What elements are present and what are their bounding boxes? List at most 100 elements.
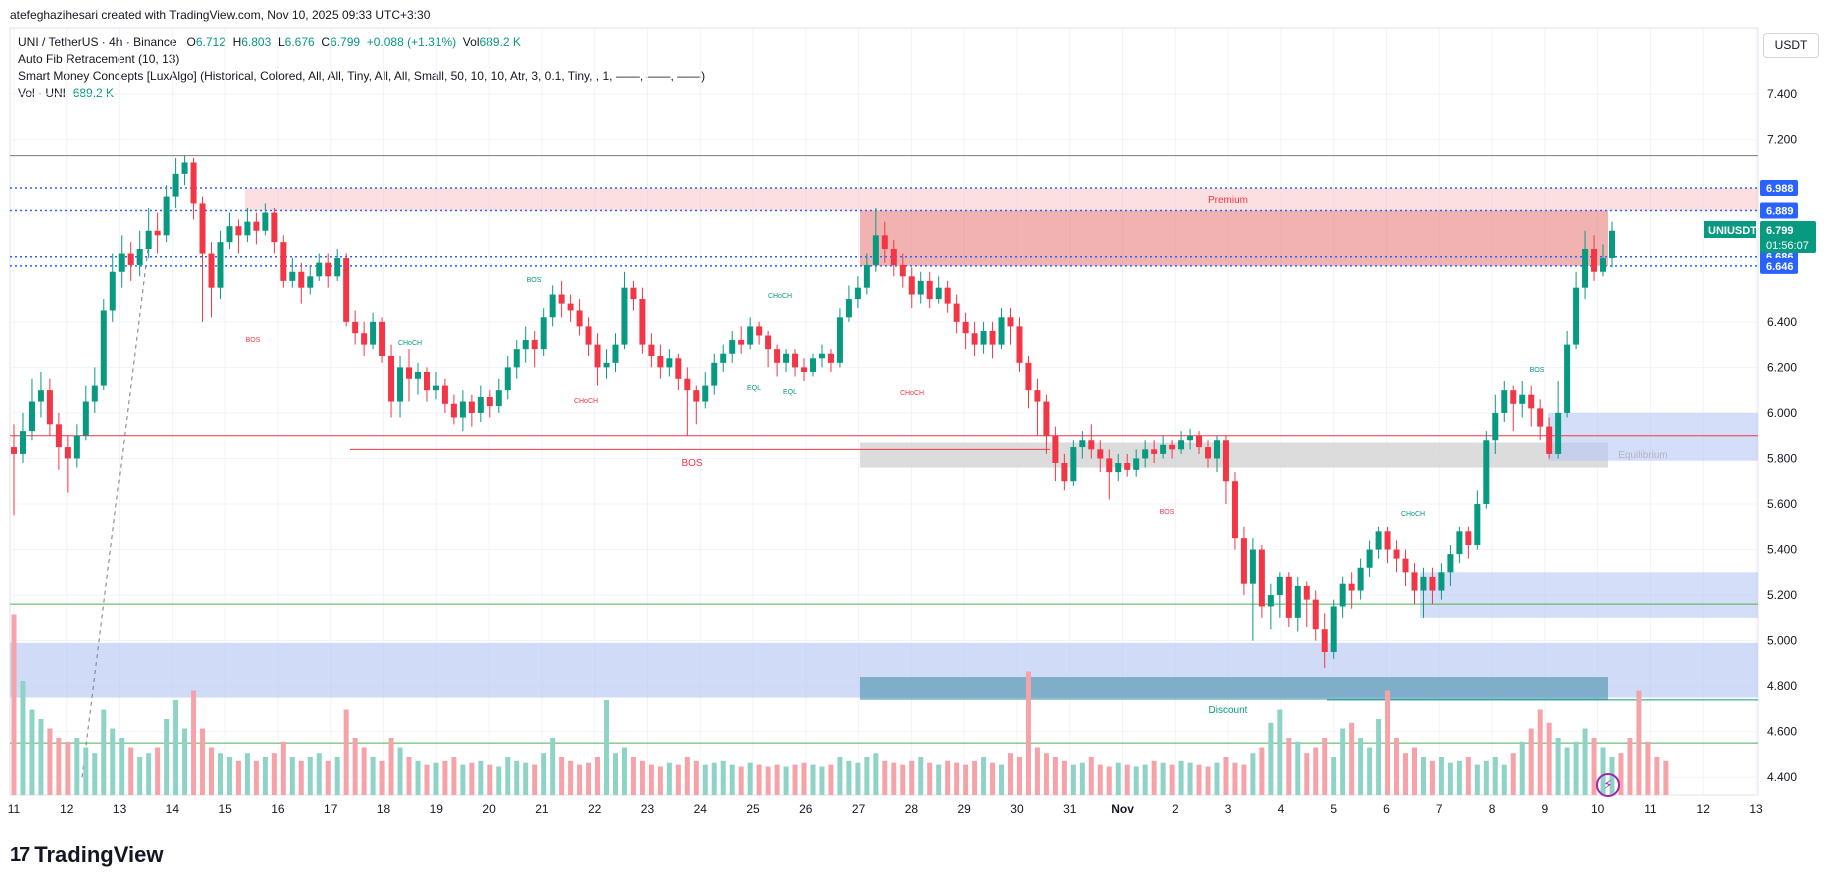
- volume-bar: [702, 764, 708, 795]
- volume-bar: [801, 762, 807, 795]
- volume-bar: [1618, 753, 1624, 795]
- volume-bar: [612, 753, 618, 795]
- volume-bar: [253, 760, 259, 795]
- candle-body: [1429, 576, 1436, 591]
- volume-bar: [720, 760, 726, 795]
- volume-bar: [639, 760, 645, 795]
- candle-body: [666, 358, 673, 368]
- volume-bar: [110, 728, 116, 795]
- candle-body: [1483, 440, 1490, 504]
- tradingview-logo[interactable]: 17 TradingView: [10, 842, 163, 868]
- eql-label: EQL: [747, 385, 761, 392]
- volume-bar: [1429, 760, 1435, 795]
- lightning-icon[interactable]: ⚡: [1596, 773, 1620, 797]
- volume-bar: [630, 757, 636, 795]
- bos-label-small: BOS: [1530, 367, 1545, 374]
- volume-bar: [1196, 764, 1202, 795]
- brand-text: TradingView: [34, 842, 164, 867]
- volume-bar: [1178, 760, 1184, 795]
- volume-bar: [1645, 741, 1651, 795]
- time-tick-label: 6: [1383, 802, 1390, 816]
- indicator-smc-row[interactable]: Smart Money Concepts [LuxAlgo] (Historic…: [18, 69, 706, 83]
- candle-body: [1052, 435, 1059, 464]
- volume-bar: [1151, 760, 1157, 795]
- symbol-ohlc-row[interactable]: UNI / TetherUS · 4h · Binance O6.712 H6.…: [18, 34, 705, 51]
- volume-bar: [657, 766, 663, 795]
- volume-bar: [1385, 690, 1391, 795]
- volume-bar: [65, 741, 71, 795]
- candle-body: [1420, 576, 1427, 591]
- candle-body: [818, 353, 825, 359]
- candle-body: [917, 280, 924, 295]
- candle-body: [46, 390, 53, 425]
- candle-body: [450, 403, 457, 418]
- volume-bar: [981, 757, 987, 795]
- volume-bar: [487, 764, 493, 795]
- volume-bar: [1205, 766, 1211, 795]
- volume-bar: [137, 757, 143, 795]
- price-label-text: 6.646: [1766, 261, 1794, 273]
- candle-body: [1070, 447, 1077, 482]
- time-tick-label: 31: [1063, 802, 1077, 816]
- candle-body: [352, 321, 359, 334]
- volume-bar: [1411, 747, 1417, 795]
- currency-button[interactable]: USDT: [1763, 33, 1819, 58]
- volume-bar: [1232, 762, 1238, 795]
- candle-body: [109, 271, 116, 311]
- candle-body: [1016, 326, 1023, 363]
- volume-bar: [1546, 722, 1552, 795]
- low-label: L: [277, 35, 285, 49]
- equilibrium-zone: [860, 442, 1608, 468]
- price-tick-label: 5.200: [1767, 588, 1797, 602]
- candle-body: [872, 235, 879, 265]
- volume-bars: [11, 614, 1669, 795]
- volume-bar: [972, 760, 978, 795]
- candle-body: [881, 235, 888, 249]
- volume-bar: [1079, 762, 1085, 795]
- volume-bar: [1034, 747, 1040, 795]
- candle-body: [845, 299, 852, 318]
- candle-body: [756, 326, 763, 336]
- premium-zone: [245, 187, 1758, 211]
- volume-bar: [451, 757, 457, 795]
- demand-block-deep: [860, 677, 1608, 700]
- candle-body: [262, 212, 269, 231]
- fib-trend-line: [81, 248, 149, 778]
- volume-bar: [1420, 757, 1426, 795]
- candle-body: [64, 447, 71, 459]
- candle-body: [343, 258, 350, 322]
- volume-bar: [1115, 762, 1121, 795]
- volume-bar: [684, 757, 690, 795]
- volume-bar: [370, 757, 376, 795]
- candle-body: [863, 264, 870, 288]
- candle-body: [971, 333, 978, 345]
- volume-bar: [532, 764, 538, 795]
- price-tick-label: 6.200: [1767, 360, 1797, 374]
- choch-label: CHoCH: [1401, 511, 1425, 518]
- indicator-fib-row[interactable]: Auto Fib Retracement (10, 13): [18, 52, 180, 66]
- volume-bar: [397, 747, 403, 795]
- choch-label: CHoCH: [768, 293, 792, 300]
- time-tick-label: 16: [271, 802, 285, 816]
- choch-label: CHoCH: [574, 398, 598, 405]
- volume-bar: [1304, 753, 1310, 795]
- demand-order-block: [1548, 412, 1758, 461]
- volume-bar: [128, 747, 134, 795]
- candle-body: [244, 221, 251, 236]
- candle-body: [989, 330, 996, 345]
- time-tick-label: 12: [60, 802, 74, 816]
- indicator-volume-row[interactable]: Vol · UNI 689.2 K: [18, 85, 705, 102]
- candle-body: [1348, 583, 1355, 591]
- attribution-text: atefeghazihesari created with TradingVie…: [10, 8, 431, 22]
- candle-body: [1303, 585, 1310, 600]
- volume-bar: [765, 766, 771, 795]
- volume-bar: [954, 762, 960, 795]
- symbol-line[interactable]: UNI / TetherUS · 4h · Binance: [18, 35, 177, 49]
- candle-body: [1600, 258, 1607, 272]
- time-tick-label: 11: [8, 802, 21, 816]
- volume-bar: [792, 764, 798, 795]
- candle-body: [890, 248, 897, 265]
- smc-annotations: Premium Discount Equilibrium BOS BOS BOS BOS BO…: [246, 195, 1668, 716]
- volume-bar: [1124, 764, 1130, 795]
